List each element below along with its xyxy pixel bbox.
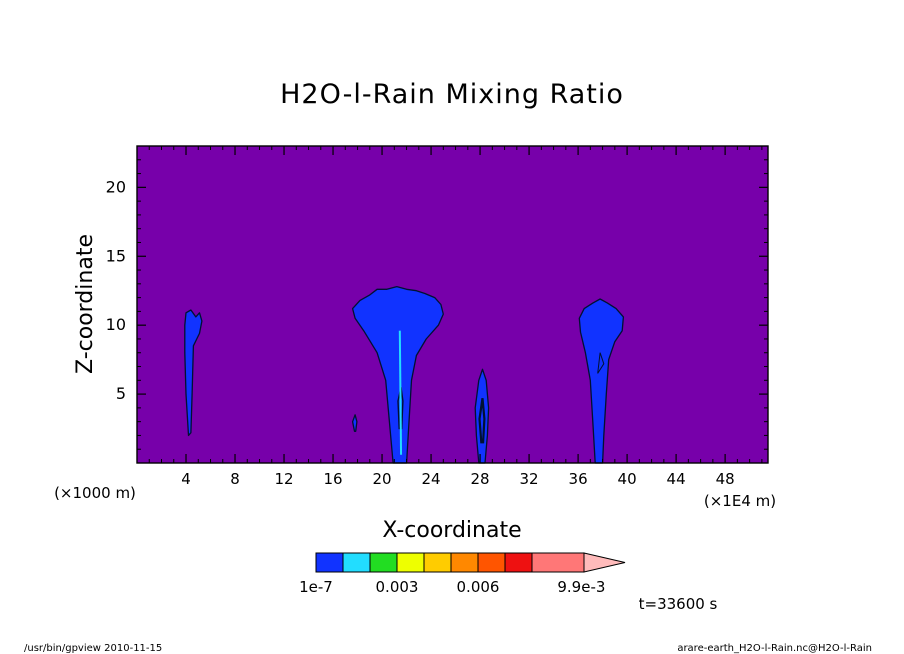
- x-tick-label: 36: [569, 470, 588, 488]
- colorbar-swatch: [342, 552, 371, 573]
- colorbar-label: 1e-7: [299, 578, 333, 596]
- colorbar-swatch: [504, 552, 533, 573]
- rain-cell-x38: [578, 298, 625, 464]
- x-unit-left: (×1000 m): [54, 484, 136, 502]
- x-tick-label: 28: [471, 470, 490, 488]
- colorbar-label: 0.003: [376, 578, 419, 596]
- plot-area: [136, 145, 769, 464]
- y-tick-label: 10: [106, 315, 126, 334]
- colorbar-label: 9.9e-3: [557, 578, 605, 596]
- rain-cell-x28: [474, 368, 490, 464]
- x-tick-label: 32: [520, 470, 539, 488]
- x-tick-label: 48: [716, 470, 735, 488]
- y-tick-label: 15: [106, 246, 126, 265]
- colorbar-swatch: [369, 552, 398, 573]
- x-axis-label: X-coordinate: [382, 518, 521, 543]
- time-label: t=33600 s: [639, 595, 718, 613]
- x-tick-label: 8: [230, 470, 240, 488]
- field-background: [137, 146, 768, 463]
- y-tick-label: 5: [116, 384, 126, 403]
- colorbar-swatch: [477, 552, 506, 573]
- inner-contour-x28: [478, 398, 486, 444]
- cyan-core-x21: [398, 330, 403, 455]
- rain-cell-x4: [184, 309, 203, 437]
- colorbar: 1e-7 0.003 0.006 9.9e-3: [299, 552, 626, 596]
- x-tick-label: 12: [274, 470, 293, 488]
- colorbar-overflow-triangle: [583, 552, 626, 573]
- colorbar-swatch: [315, 552, 344, 573]
- inner-contour-x38: [597, 352, 605, 374]
- x-tick-label: 20: [373, 470, 392, 488]
- colorbar-swatch: [423, 552, 452, 573]
- x-tick-label: 24: [422, 470, 441, 488]
- colorbar-label: 0.006: [457, 578, 500, 596]
- footer-left: /usr/bin/gpview 2010-11-15: [24, 643, 162, 654]
- x-tick-label: 16: [323, 470, 342, 488]
- colorbar-swatch: [531, 552, 585, 573]
- y-axis-label: Z-coordinate: [73, 234, 98, 374]
- plot-frame: [136, 145, 769, 464]
- rain-cell-x21: [351, 285, 444, 464]
- x-tick-label: 40: [618, 470, 637, 488]
- x-tick-label: 4: [181, 470, 191, 488]
- x-tick-label: 44: [667, 470, 686, 488]
- colorbar-swatch: [450, 552, 479, 573]
- chart-title: H2O-l-Rain Mixing Ratio: [280, 79, 624, 110]
- rain-cell-x18: [351, 414, 358, 432]
- y-tick-label: 20: [106, 177, 126, 196]
- footer-right: arare-earth_H2O-l-Rain.nc@H2O-l-Rain: [677, 643, 872, 654]
- x-unit-right: (×1E4 m): [704, 492, 776, 510]
- colorbar-swatch: [396, 552, 425, 573]
